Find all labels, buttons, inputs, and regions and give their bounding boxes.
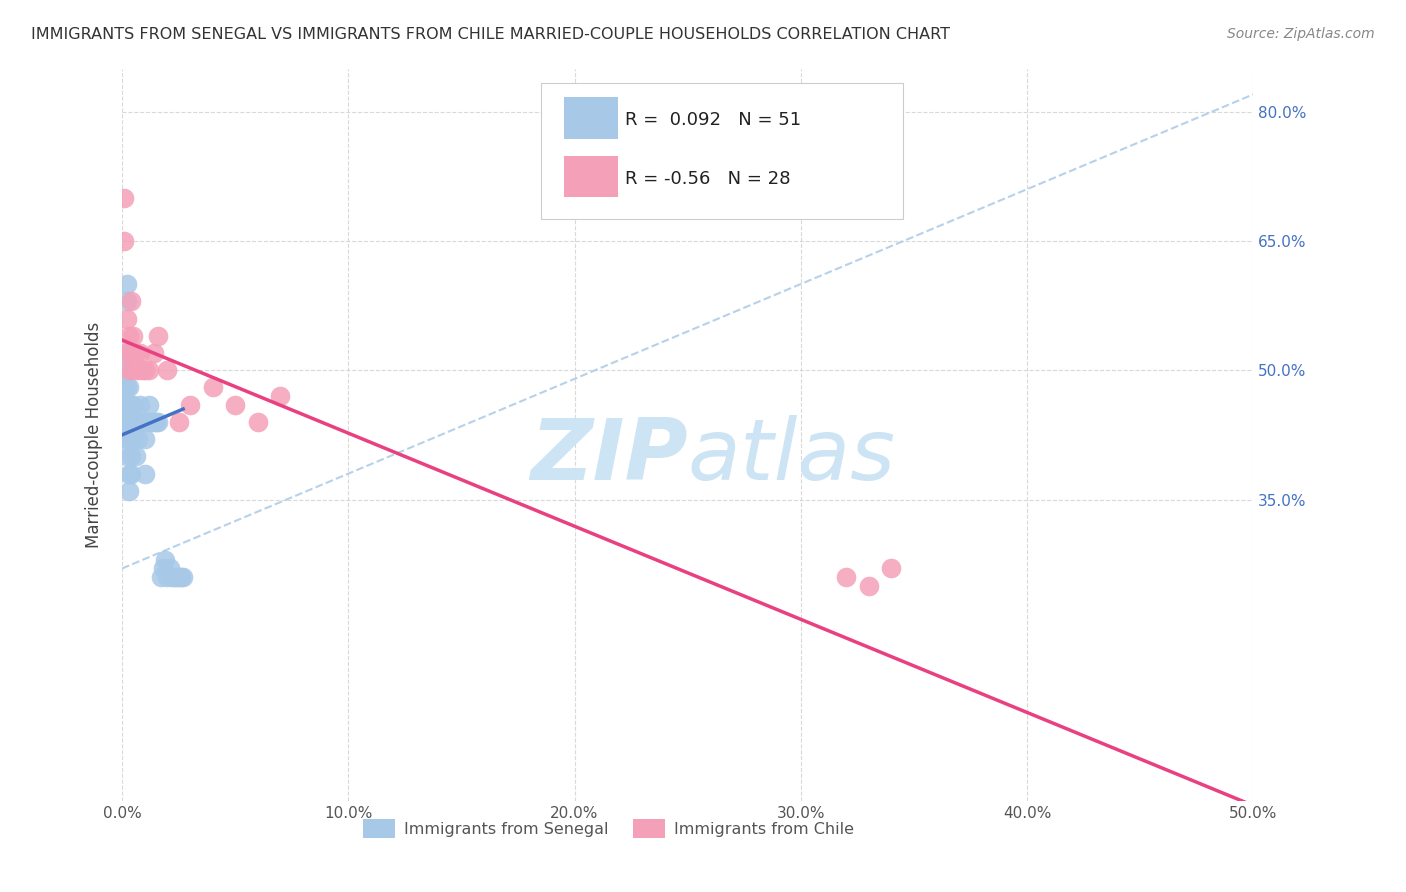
Point [112,398,135,412]
Point [118,328,141,343]
Legend: Immigrants from Senegal, Immigrants from Chile: Immigrants from Senegal, Immigrants from… [356,813,860,845]
Point [224,398,246,412]
Point [124,346,146,360]
Text: IMMIGRANTS FROM SENEGAL VS IMMIGRANTS FROM CHILE MARRIED-COUPLE HOUSEHOLDS CORRE: IMMIGRANTS FROM SENEGAL VS IMMIGRANTS FR… [31,27,950,42]
Point [122,398,145,412]
Point [120,346,142,360]
Point [858,579,880,593]
Point [120,415,142,429]
Point [269,389,291,403]
Point [115,398,138,412]
Text: ZIP: ZIP [530,416,688,499]
Point [112,380,135,394]
Point [134,467,156,481]
Point [167,570,190,584]
Point [122,328,145,343]
Point [129,398,152,412]
Point [115,415,138,429]
Point [120,450,142,464]
Point [131,415,153,429]
Point [115,294,138,309]
Point [127,415,149,429]
Point [115,346,138,360]
Point [115,277,138,291]
Point [156,363,179,377]
Point [112,415,135,429]
Point [120,294,142,309]
Point [159,561,181,575]
Point [179,398,201,412]
Point [201,380,224,394]
Text: Source: ZipAtlas.com: Source: ZipAtlas.com [1227,27,1375,41]
Y-axis label: Married-couple Households: Married-couple Households [86,322,103,548]
Point [118,415,141,429]
Point [172,570,194,584]
Point [120,398,142,412]
Point [134,363,156,377]
Point [152,561,174,575]
Point [115,450,138,464]
Point [142,346,165,360]
Point [118,467,141,481]
Point [141,415,163,429]
Point [165,570,187,584]
Point [148,328,170,343]
Point [160,570,183,584]
Point [118,380,141,394]
Point [129,415,152,429]
Point [118,483,141,498]
Point [880,561,903,575]
Point [118,432,141,446]
FancyBboxPatch shape [564,156,617,197]
Point [167,415,190,429]
Point [148,415,170,429]
Point [112,363,135,377]
Point [127,363,149,377]
Point [149,570,172,584]
Point [138,363,160,377]
FancyBboxPatch shape [564,97,617,139]
Point [118,363,141,377]
Point [127,432,149,446]
Point [163,570,186,584]
Point [112,346,135,360]
Point [115,363,138,377]
Point [120,467,142,481]
Point [142,415,165,429]
Point [138,398,160,412]
Point [112,234,135,248]
Point [122,432,145,446]
Point [136,415,159,429]
Point [129,346,152,360]
Point [246,415,269,429]
Text: atlas: atlas [688,416,896,499]
Point [835,570,858,584]
Point [122,363,145,377]
Point [153,553,176,567]
Point [134,432,156,446]
Point [115,380,138,394]
Point [131,363,153,377]
Point [115,311,138,326]
Point [170,570,193,584]
Point [112,191,135,205]
FancyBboxPatch shape [540,83,903,219]
Point [124,415,146,429]
Point [156,570,179,584]
Point [145,415,167,429]
Point [124,450,146,464]
Point [115,432,138,446]
Text: R =  0.092   N = 51: R = 0.092 N = 51 [626,111,801,129]
Text: R = -0.56   N = 28: R = -0.56 N = 28 [626,169,792,187]
Point [122,415,145,429]
